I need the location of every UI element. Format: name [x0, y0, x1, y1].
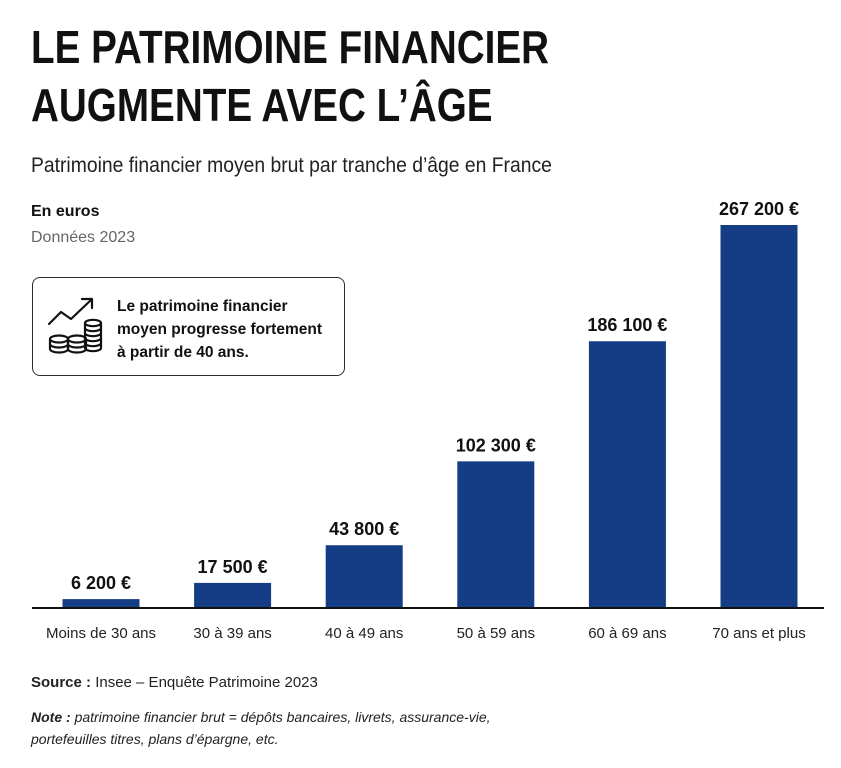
value-label-2: 17 500 €	[198, 557, 268, 577]
chart-title: LE PATRIMOINE FINANCIER AUGMENTE AVEC L’…	[31, 18, 703, 134]
category-label-5: 60 à 69 ans	[588, 625, 666, 642]
note-label: Note :	[31, 709, 71, 725]
value-label-1: 6 200 €	[71, 573, 131, 593]
callout-line-2: moyen progresse fortement	[117, 321, 322, 338]
bar-1	[62, 599, 140, 608]
value-label-4: 102 300 €	[456, 435, 536, 455]
source-text: Insee – Enquête Patrimoine 2023	[95, 674, 318, 691]
bar-3	[325, 545, 403, 608]
category-label-3: 40 à 49 ans	[325, 625, 403, 642]
category-label-6: 70 ans et plus	[712, 625, 805, 642]
bar-6	[720, 225, 798, 608]
bar-2	[194, 582, 272, 608]
callout-text: Le patrimoine financier moyen progresse …	[117, 295, 337, 364]
callout-line-1: Le patrimoine financier	[117, 298, 288, 315]
category-label-4: 50 à 59 ans	[457, 625, 535, 642]
category-label-2: 30 à 39 ans	[193, 625, 271, 642]
bar-4	[457, 461, 535, 608]
chart-title-line-1: LE PATRIMOINE FINANCIER	[31, 21, 550, 73]
chart-title-line-2: AUGMENTE AVEC L’ÂGE	[31, 79, 493, 131]
value-label-6: 267 200 €	[719, 199, 799, 219]
value-label-5: 186 100 €	[587, 315, 667, 335]
data-year-label: Données 2023	[31, 229, 136, 246]
value-label-3: 43 800 €	[329, 519, 399, 539]
insight-callout: Le patrimoine financier moyen progresse …	[32, 277, 345, 376]
source-line: Source : Insee – Enquête Patrimoine 2023	[31, 674, 318, 691]
callout-line-3: à partir de 40 ans.	[117, 344, 249, 361]
bar-chart: 6 200 € Moins de 30 ans 17 500 € 30 à 39 an…	[32, 199, 824, 642]
note-line: Note : patrimoine financier brut = dépôt…	[31, 706, 551, 750]
bar-5	[588, 341, 666, 608]
chart-subtitle: Patrimoine financier moyen brut par tran…	[31, 154, 552, 177]
unit-label: En euros	[31, 203, 100, 220]
growth-chart-coins-icon	[47, 297, 103, 354]
source-label: Source :	[31, 674, 92, 691]
note-text: patrimoine financier brut = dépôts banca…	[31, 709, 491, 747]
category-label-1: Moins de 30 ans	[46, 625, 156, 642]
